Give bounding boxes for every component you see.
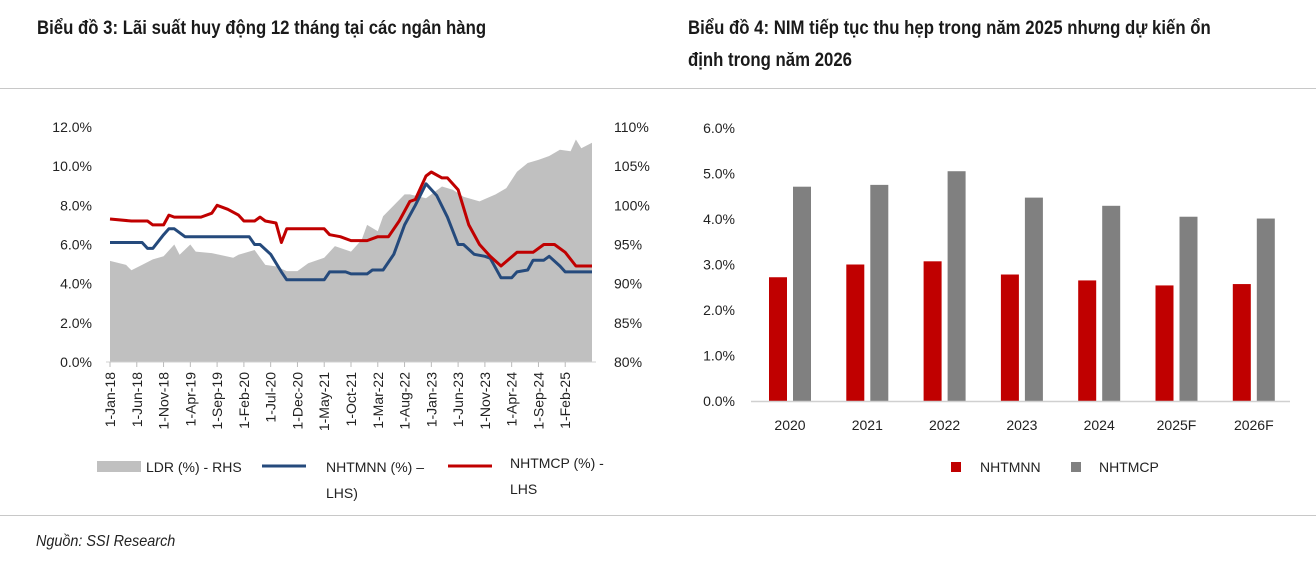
x-tick-label: 1-Mar-22 (370, 372, 386, 429)
legend-label-nhtmnn-1: NHTMNN (%) – (326, 459, 424, 475)
bar-nhtmcp-2023 (1024, 197, 1043, 401)
y-tick-label: 1.0% (703, 348, 735, 364)
x-tick-label: 1-Jun-23 (450, 372, 466, 427)
y-tick-label: 2.0% (703, 302, 735, 318)
y-left-tick-label: 8.0% (60, 197, 92, 213)
source-note: Nguồn: SSI Research (36, 533, 176, 550)
legend-swatch-nhtmcp (1071, 462, 1081, 472)
x-tick-label: 1-May-21 (316, 372, 332, 431)
x-category-label: 2020 (774, 417, 805, 433)
y-left-tick-label: 6.0% (60, 237, 92, 253)
y-right-tick-label: 95% (614, 237, 642, 253)
bar-nhtmcp-2025f (1179, 216, 1198, 401)
right-chart-title-line2: định trong năm 2026 (688, 49, 853, 71)
x-tick-label: 1-Sep-24 (530, 372, 546, 430)
left-legend: LDR (%) - RHS NHTMNN (%) – LHS) NHTMCP (… (97, 455, 604, 501)
top-divider (0, 88, 1316, 89)
bar-nhtmcp-2020 (793, 186, 811, 401)
y-right-tick-label: 110% (614, 119, 649, 135)
y-left-tick-label: 4.0% (60, 276, 92, 292)
y-right-tick-label: 85% (614, 315, 642, 331)
legend-label-ldr: LDR (%) - RHS (146, 459, 242, 475)
bar-nhtmnn-2025f (1155, 285, 1174, 401)
bar-nhtmcp-2022 (947, 171, 966, 401)
x-tick-label: 1-Jun-18 (129, 372, 145, 427)
x-tick-label: 1-Jan-23 (423, 372, 439, 427)
y-right-tick-label: 80% (614, 354, 642, 370)
x-tick-label: 1-Feb-25 (557, 372, 573, 429)
y-tick-label: 3.0% (703, 257, 735, 273)
x-tick-label: 1-Apr-24 (504, 372, 520, 427)
bar-nhtmcp-2021 (870, 184, 889, 401)
ldr-area (110, 139, 592, 362)
right-chart-title-line1: Biểu đồ 4: NIM tiếp tục thu hẹp trong nă… (688, 17, 1211, 39)
bar-nhtmnn-2020 (769, 277, 787, 401)
x-tick-label: 1-Apr-19 (182, 372, 198, 427)
bar-nhtmnn-2024 (1078, 280, 1097, 401)
x-tick-label: 1-Sep-19 (209, 372, 225, 430)
legend-label-nhtmcp-1: NHTMCP (%) - (510, 455, 604, 471)
y-left-tick-label: 10.0% (52, 158, 92, 174)
bar-nhtmnn-2021 (846, 264, 865, 401)
x-tick-label: 1-Feb-20 (236, 372, 252, 429)
bar-nhtmnn-2026f (1232, 284, 1251, 401)
y-left-tick-label: 12.0% (52, 119, 92, 135)
deposit-rate-chart: 1-Jan-18 1-Jun-18 1-Nov-18 1-Apr-19 1-Sep-19… (52, 119, 650, 501)
y-left-tick-label: 0.0% (60, 354, 92, 370)
x-category-label: 2024 (1084, 417, 1115, 433)
x-tick-label: 1-Dec-20 (289, 372, 305, 430)
y-tick-label: 6.0% (703, 120, 735, 136)
x-tick-label: 1-Jul-20 (263, 372, 279, 423)
bottom-divider (0, 515, 1316, 516)
y-right-tick-label: 100% (614, 197, 650, 213)
x-category-label: 2026F (1234, 417, 1274, 433)
right-legend: NHTMNN NHTMCP (951, 459, 1159, 475)
x-category-label: 2023 (1006, 417, 1037, 433)
x-tick-label: 1-Nov-23 (477, 372, 493, 430)
x-tick-label: 1-Jan-18 (102, 372, 118, 427)
bar-nhtmcp-2024 (1102, 205, 1121, 401)
series-line-nhtmcp (109, 170, 592, 268)
bar-nhtmcp-2026f (1256, 218, 1275, 401)
legend-label-nhtmcp: NHTMCP (1099, 459, 1159, 475)
x-tick-label: 1-Nov-18 (156, 372, 172, 430)
legend-label-nhtmnn-2: LHS) (326, 485, 358, 501)
y-right-tick-label: 105% (614, 158, 650, 174)
bar-nhtmnn-2022 (923, 261, 942, 401)
y-tick-label: 5.0% (703, 166, 735, 182)
legend-label-nhtmnn: NHTMNN (980, 459, 1041, 475)
y-tick-label: 4.0% (703, 211, 735, 227)
legend-label-nhtmcp-2: LHS (510, 481, 537, 497)
legend-swatch-nhtmnn (951, 462, 961, 472)
x-category-label: 2021 (852, 417, 883, 433)
x-tick-label: 1-Aug-22 (397, 372, 413, 430)
y-left-tick-label: 2.0% (60, 315, 92, 331)
y-right-tick-label: 90% (614, 276, 642, 292)
y-tick-label: 0.0% (703, 393, 735, 409)
bar-nhtmnn-2023 (1000, 274, 1019, 401)
x-tick-label: 1-Oct-21 (343, 372, 359, 427)
legend-swatch-ldr (97, 461, 141, 472)
left-chart-title: Biểu đồ 3: Lãi suất huy động 12 tháng tạ… (37, 17, 487, 39)
x-category-label: 2025F (1157, 417, 1197, 433)
series-line-nhtmnn (110, 182, 592, 282)
x-category-label: 2022 (929, 417, 960, 433)
